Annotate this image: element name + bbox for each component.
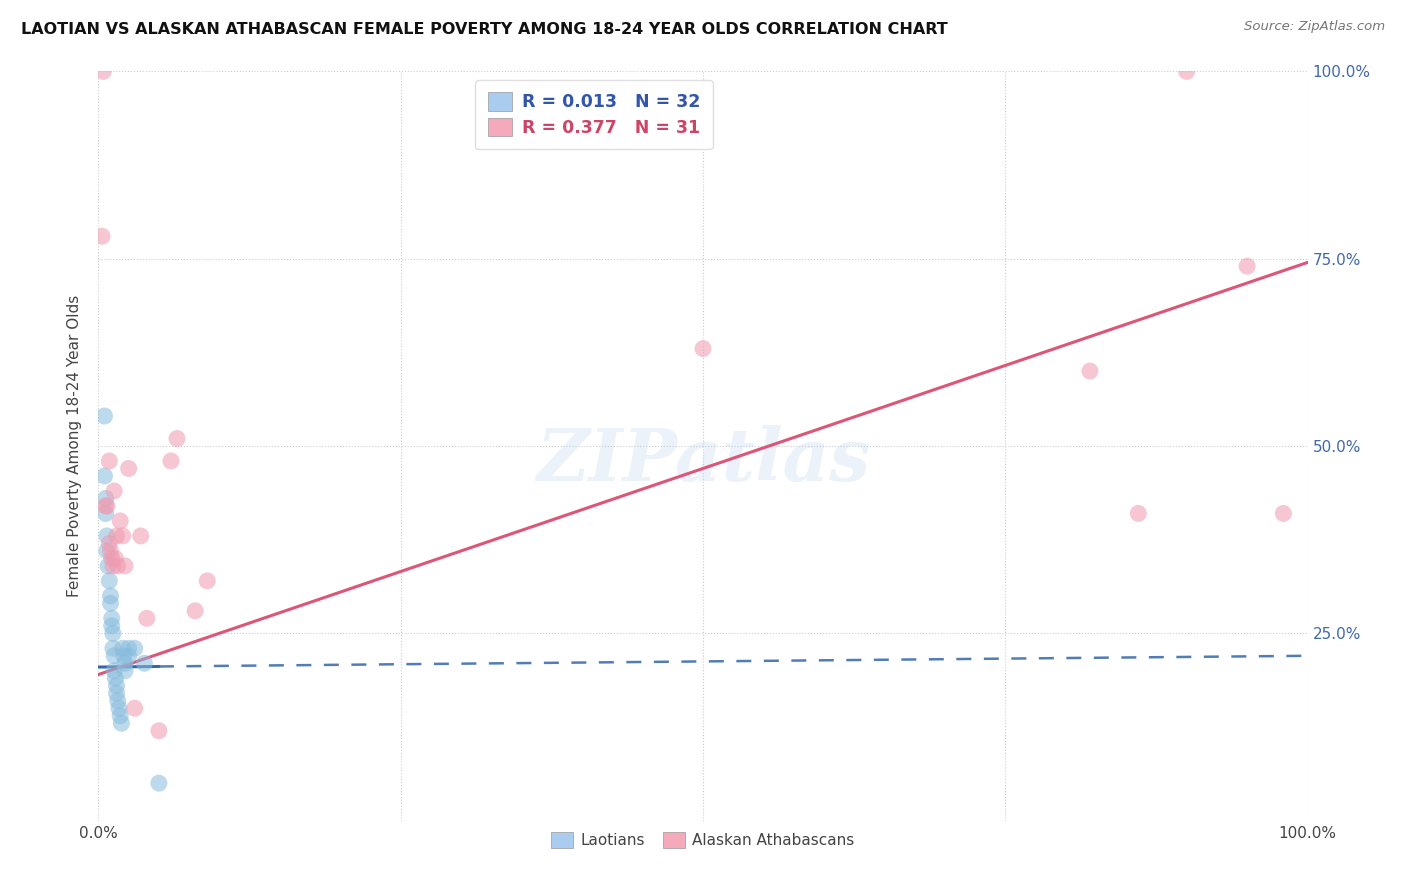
Point — [160, 454, 183, 468]
Point — [101, 641, 124, 656]
Point — [93, 469, 115, 483]
Point — [1128, 507, 1150, 521]
Point — [166, 432, 188, 446]
Point — [110, 716, 132, 731]
Point — [124, 701, 146, 715]
Point — [98, 574, 121, 588]
Point — [111, 641, 134, 656]
Point — [100, 611, 122, 625]
Point — [118, 648, 141, 663]
Point — [108, 708, 131, 723]
Point — [94, 507, 117, 521]
Point — [98, 454, 121, 468]
Point — [103, 648, 125, 663]
Point — [97, 558, 120, 573]
Point — [96, 499, 118, 513]
Point — [114, 664, 136, 678]
Point — [91, 64, 114, 78]
Point — [101, 558, 124, 573]
Text: Source: ZipAtlas.com: Source: ZipAtlas.com — [1244, 20, 1385, 33]
Point — [107, 558, 129, 573]
Point — [91, 229, 114, 244]
Point — [105, 686, 128, 700]
Point — [129, 529, 152, 543]
Point — [108, 701, 131, 715]
Point — [118, 641, 141, 656]
Point — [692, 342, 714, 356]
Point — [114, 558, 136, 573]
Legend: Laotians, Alaskan Athabascans: Laotians, Alaskan Athabascans — [546, 826, 860, 855]
Point — [107, 694, 129, 708]
Point — [148, 723, 170, 738]
Point — [1078, 364, 1101, 378]
Point — [93, 409, 115, 423]
Point — [135, 611, 157, 625]
Point — [96, 529, 118, 543]
Point — [100, 551, 122, 566]
Point — [103, 664, 125, 678]
Point — [96, 544, 118, 558]
Point — [112, 648, 135, 663]
Point — [94, 499, 117, 513]
Point — [104, 671, 127, 685]
Point — [103, 483, 125, 498]
Point — [114, 657, 136, 671]
Point — [148, 776, 170, 790]
Point — [184, 604, 207, 618]
Point — [1236, 259, 1258, 273]
Point — [111, 529, 134, 543]
Point — [124, 641, 146, 656]
Point — [105, 679, 128, 693]
Point — [134, 657, 156, 671]
Point — [104, 551, 127, 566]
Y-axis label: Female Poverty Among 18-24 Year Olds: Female Poverty Among 18-24 Year Olds — [67, 295, 83, 597]
Text: ZIPatlas: ZIPatlas — [536, 425, 870, 497]
Point — [101, 626, 124, 640]
Point — [100, 589, 122, 603]
Point — [98, 536, 121, 550]
Text: LAOTIAN VS ALASKAN ATHABASCAN FEMALE POVERTY AMONG 18-24 YEAR OLDS CORRELATION C: LAOTIAN VS ALASKAN ATHABASCAN FEMALE POV… — [21, 22, 948, 37]
Point — [118, 461, 141, 475]
Point — [108, 514, 131, 528]
Point — [1175, 64, 1198, 78]
Point — [100, 544, 122, 558]
Point — [100, 619, 122, 633]
Point — [1272, 507, 1295, 521]
Point — [195, 574, 218, 588]
Point — [100, 596, 122, 610]
Point — [105, 529, 128, 543]
Point — [94, 491, 117, 506]
